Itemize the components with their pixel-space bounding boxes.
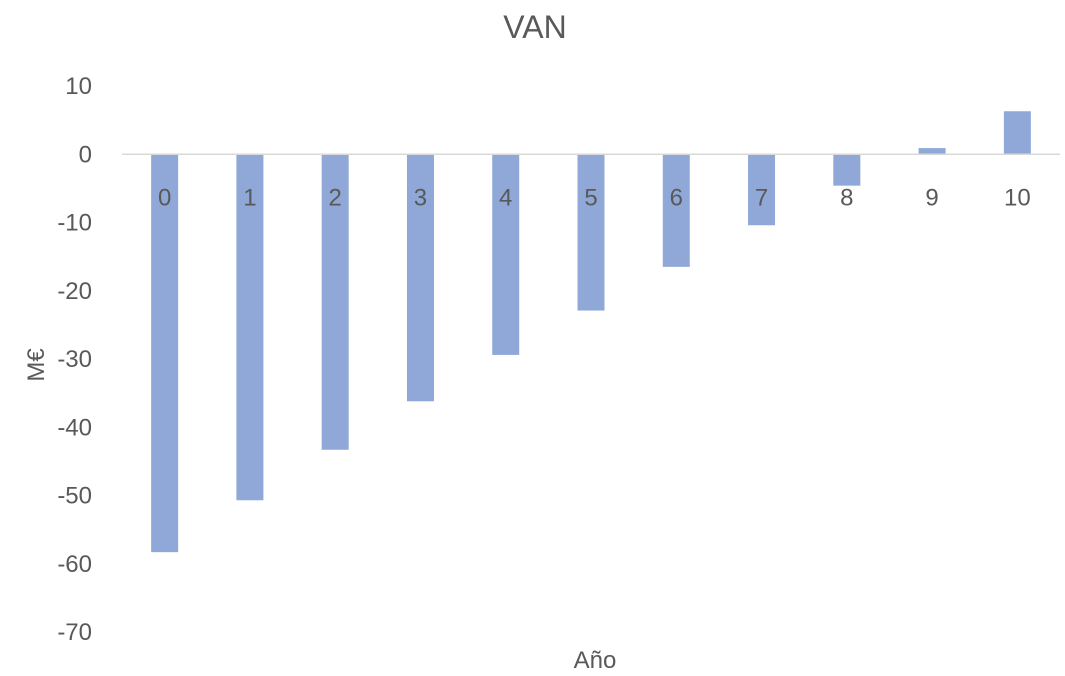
x-axis-title: Año	[574, 647, 617, 674]
x-tick-label: 7	[755, 184, 768, 211]
y-tick-label: 0	[79, 141, 92, 168]
x-tick-label: 9	[925, 184, 938, 211]
x-tick-label: 4	[499, 184, 512, 211]
bar	[833, 154, 861, 186]
y-tick-label: -60	[57, 551, 92, 578]
bar	[577, 154, 605, 311]
bar	[321, 154, 349, 450]
bar	[151, 154, 179, 553]
bar	[236, 154, 264, 501]
y-tick-label: -30	[57, 346, 92, 373]
x-tick-label: 6	[670, 184, 683, 211]
x-tick-label: 10	[1004, 184, 1031, 211]
y-tick-label: -20	[57, 278, 92, 305]
bar	[406, 154, 434, 402]
x-tick-label: 5	[584, 184, 597, 211]
bar	[492, 154, 520, 355]
x-tick-label: 3	[414, 184, 427, 211]
bar	[1003, 111, 1031, 155]
y-tick-label: -50	[57, 483, 92, 510]
y-axis-title: M€	[23, 348, 50, 382]
bar	[748, 154, 776, 226]
y-tick-label: -40	[57, 414, 92, 441]
y-axis-ticks: 10 0 -10 -20 -30 -40 -50 -60 -70	[57, 73, 92, 646]
y-tick-label: -10	[57, 210, 92, 237]
y-tick-label: 10	[65, 73, 92, 100]
y-tick-label: -70	[57, 619, 92, 646]
x-tick-label: 1	[243, 184, 256, 211]
x-tick-label: 8	[840, 184, 853, 211]
x-tick-label: 2	[329, 184, 342, 211]
x-tick-label: 0	[158, 184, 171, 211]
bars	[151, 111, 1031, 553]
bar	[662, 154, 690, 267]
bar	[918, 148, 946, 155]
chart-title: VAN	[503, 9, 566, 45]
category-labels: 0 1 2 3 4 5 6 7 8 9 10	[158, 184, 1031, 211]
